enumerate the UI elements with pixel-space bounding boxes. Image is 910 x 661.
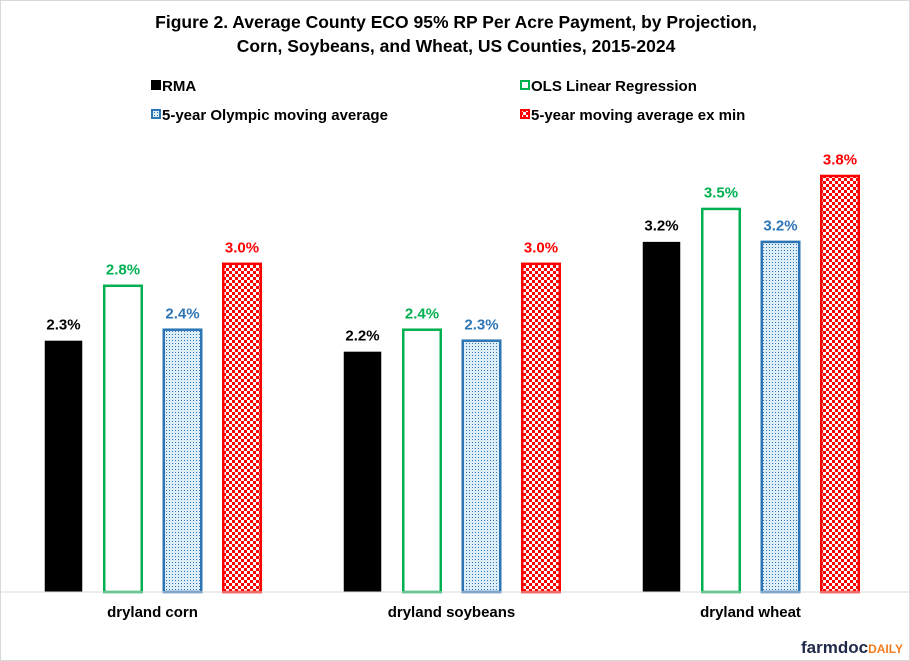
logo-farmdoc: farmdoc <box>801 638 868 657</box>
legend-label: RMA <box>162 78 196 95</box>
legend-swatch <box>520 109 530 119</box>
x-tick-label: dryland corn <box>107 604 198 621</box>
bar-5-year-moving-average-ex-min <box>222 262 262 594</box>
bar-5-year-moving-average-ex-min <box>820 174 860 594</box>
bar-rma <box>343 351 382 592</box>
legend-swatch <box>520 80 530 90</box>
x-tick-label: dryland wheat <box>700 604 801 621</box>
data-label: 2.2% <box>345 327 379 344</box>
data-label: 3.8% <box>823 152 857 169</box>
chart-title-line-2: Corn, Soybeans, and Wheat, US Counties, … <box>237 36 676 56</box>
data-label: 3.2% <box>763 218 797 235</box>
data-label: 3.0% <box>225 240 259 257</box>
bar-5-year-moving-average-ex-min <box>521 262 561 594</box>
bar-5-year-olympic-moving-average <box>162 328 203 594</box>
legend-swatch <box>151 109 161 119</box>
data-label: 2.8% <box>106 262 140 279</box>
legend-label: 5-year moving average ex min <box>531 107 745 124</box>
data-label: 2.4% <box>405 305 439 322</box>
legend-swatch <box>151 80 161 90</box>
bar-ols-linear-regression <box>103 284 143 594</box>
bar-rma <box>642 241 681 592</box>
bar-ols-linear-regression <box>701 207 741 594</box>
x-tick-label: dryland soybeans <box>388 604 516 621</box>
bars: 2.3% 2.8% 2.4% 3.0% 2.2% 2.4% 2.3% 3.0% 3.2% 3.5%… <box>44 152 860 594</box>
data-label: 3.0% <box>524 240 558 257</box>
bar-rma <box>44 340 83 592</box>
x-tick-labels: dryland corn dryland soybeans dryland whea… <box>107 604 801 621</box>
data-label: 2.4% <box>165 305 199 322</box>
legend: RMA OLS Linear Regression 5-year Olympic m… <box>151 78 745 124</box>
data-label: 3.2% <box>644 218 678 235</box>
bar-5-year-olympic-moving-average <box>760 240 801 594</box>
bar-ols-linear-regression <box>402 328 442 594</box>
chart-title-line-1: Figure 2. Average County ECO 95% RP Per … <box>155 12 757 32</box>
bar-5-year-olympic-moving-average <box>461 339 502 594</box>
data-label: 2.3% <box>46 316 80 333</box>
legend-label: OLS Linear Regression <box>531 78 697 95</box>
data-label: 2.3% <box>464 316 498 333</box>
data-label: 3.5% <box>704 185 738 202</box>
legend-label: 5-year Olympic moving average <box>162 107 388 124</box>
farmdoc-logo: farmdocDAILY <box>801 638 903 657</box>
logo-daily: DAILY <box>868 642 903 656</box>
